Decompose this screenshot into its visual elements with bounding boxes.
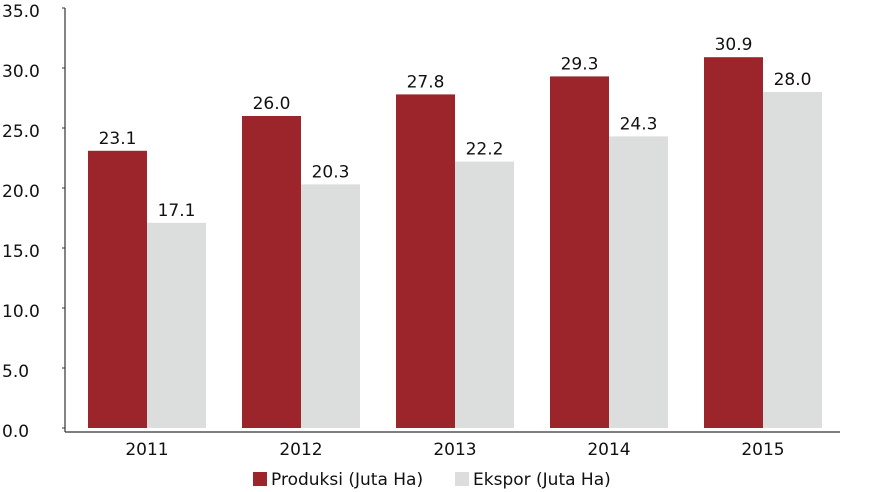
x-tick-label: 2011 [125, 440, 168, 460]
y-tick-label: 5.0 [2, 362, 29, 382]
value-label: 29.3 [561, 54, 599, 74]
legend-swatch [455, 472, 469, 486]
value-label: 27.8 [407, 72, 445, 92]
bar [147, 222, 206, 428]
bar [704, 57, 763, 428]
bar [550, 76, 609, 429]
value-label: 23.1 [99, 129, 137, 149]
y-tick-label: 20.0 [2, 182, 40, 202]
legend-swatch [253, 472, 267, 486]
x-tick-label: 2012 [279, 440, 322, 460]
value-label: 24.3 [620, 114, 658, 134]
legend-label: Produksi (Juta Ha) [271, 470, 423, 490]
value-label: 26.0 [253, 94, 291, 114]
value-label: 17.1 [158, 201, 196, 221]
value-label: 30.9 [715, 35, 753, 55]
legend-label: Ekspor (Juta Ha) [473, 470, 611, 490]
bar [396, 94, 455, 429]
y-tick-label: 10.0 [2, 302, 40, 322]
bar [301, 184, 360, 428]
x-tick-label: 2014 [587, 440, 630, 460]
x-tick-label: 2013 [433, 440, 476, 460]
y-tick-label: 15.0 [2, 242, 40, 262]
y-tick-label: 35.0 [2, 2, 40, 22]
bar [763, 92, 822, 428]
y-tick-label: 30.0 [2, 62, 40, 82]
y-tick-label: 25.0 [2, 122, 40, 142]
bar [88, 150, 147, 429]
value-label: 28.0 [774, 70, 812, 90]
bar [455, 161, 514, 428]
bar [242, 116, 301, 428]
value-label: 22.2 [466, 140, 504, 160]
x-tick-label: 2015 [741, 440, 784, 460]
bar [609, 136, 668, 428]
y-tick-label: 0.0 [2, 422, 29, 442]
value-label: 20.3 [312, 162, 350, 182]
